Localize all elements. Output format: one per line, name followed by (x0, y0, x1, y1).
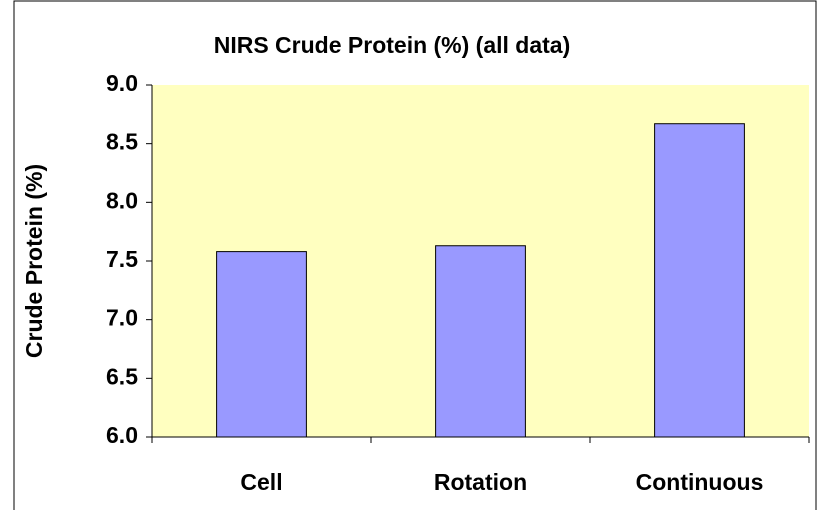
x-tick-label: Cell (240, 469, 282, 495)
y-tick-label: 7.5 (106, 246, 138, 272)
bar (216, 251, 307, 438)
x-tick-label: Rotation (434, 469, 527, 495)
y-axis-label: Crude Protein (%) (21, 164, 47, 358)
y-tick-label: 8.5 (106, 129, 138, 155)
x-tick-label: Continuous (636, 469, 764, 495)
y-tick-label: 6.0 (106, 422, 138, 448)
bar (654, 123, 745, 438)
chart-title: NIRS Crude Protein (%) (all data) (214, 32, 571, 58)
bar (435, 245, 526, 438)
y-tick-label: 6.5 (106, 363, 138, 389)
y-tick-label: 8.0 (106, 187, 138, 213)
y-tick-label: 7.0 (106, 305, 138, 331)
y-tick-label: 9.0 (106, 70, 138, 96)
